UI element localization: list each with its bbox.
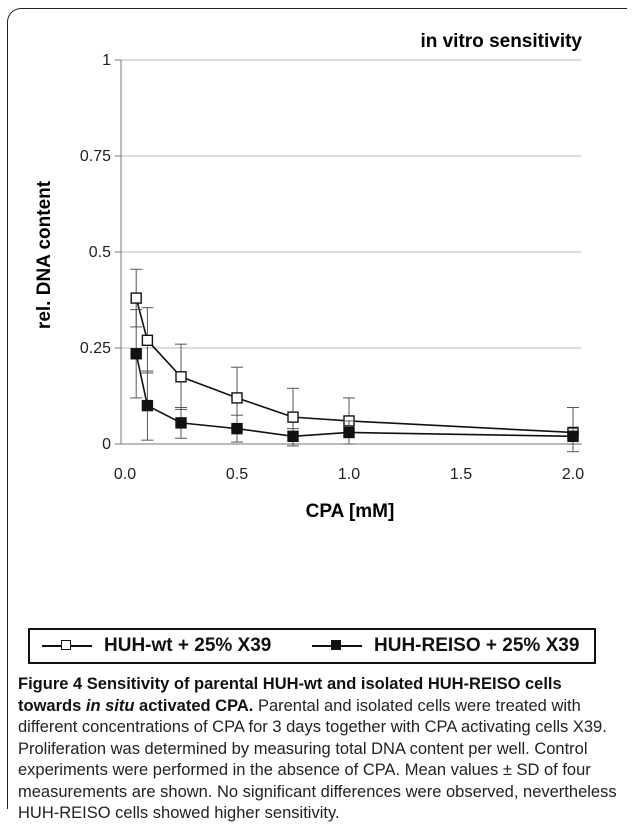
y-tick-label: 0.75 [80, 148, 111, 165]
x-axis-label: CPA [mM] [306, 501, 395, 522]
plot-area [130, 268, 579, 453]
filled-square-point [130, 348, 142, 360]
legend: HUH-wt + 25% X39 HUH-REISO + 25% X39 [28, 628, 596, 664]
x-tick-label: 1.5 [450, 466, 472, 483]
y-tick-label: 0 [102, 436, 111, 453]
chart-title: in vitro sensitivity [420, 31, 582, 52]
caption-body: Parental and isolated cells were treated… [18, 696, 617, 823]
figure-caption: Figure 4 Sensitivity of parental HUH-wt … [18, 674, 620, 825]
y-tick-label: 0.5 [89, 244, 111, 261]
y-axis-label: rel. DNA content [34, 180, 55, 329]
series-line [135, 297, 574, 434]
open-square-point [141, 334, 154, 347]
filled-square-point [175, 417, 187, 429]
filled-square-point [141, 399, 154, 412]
legend-label-huh-wt: HUH-wt + 25% X39 [104, 635, 272, 656]
filled-square-point [231, 422, 243, 435]
y-tick-label: 0.25 [80, 340, 111, 357]
x-tick-label: 2.0 [562, 466, 584, 483]
filled-square-point [343, 426, 355, 439]
legend-item-huh-wt: HUH-wt + 25% X39 [42, 630, 271, 662]
filled-square-point [567, 430, 579, 443]
grid-lines [121, 59, 582, 349]
figure-frame [7, 8, 627, 809]
open-square-point [130, 292, 142, 304]
caption-title: Figure 4 Sensitivity of parental HUH-wt … [18, 675, 562, 715]
y-tick-label: 1 [102, 52, 111, 69]
series-huh-reiso [130, 309, 579, 445]
tick-labels: 0 0.25 0.5 0.75 1 0.0 0.5 1.0 1.5 2.0 [80, 52, 584, 483]
open-square-marker-icon [42, 639, 92, 653]
chart: in vitro sensitivity 0 0.25 0.5 0.75 1 0.0 0.5… [34, 31, 584, 522]
open-square-point [287, 411, 299, 423]
legend-label-huh-reiso: HUH-REISO + 25% X39 [374, 635, 580, 656]
open-square-point [231, 392, 243, 404]
x-tick-label: 0.0 [114, 466, 136, 483]
legend-item-huh-reiso: HUH-REISO + 25% X39 [312, 630, 579, 662]
x-tick-label: 1.0 [338, 466, 360, 483]
filled-square-marker-icon [312, 639, 362, 653]
open-square-point [175, 371, 187, 383]
x-tick-label: 0.5 [226, 466, 248, 483]
filled-square-point [287, 430, 299, 443]
